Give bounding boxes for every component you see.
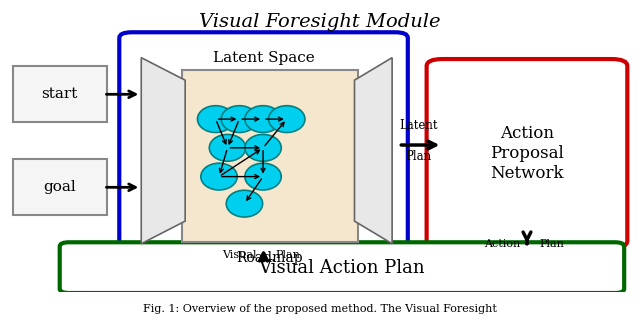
Text: start: start [42,87,78,101]
Text: Roadmap: Roadmap [237,251,303,265]
FancyBboxPatch shape [60,242,624,293]
Text: Visual Foresight Module: Visual Foresight Module [199,13,441,31]
Text: Visual: Visual [223,250,257,260]
Ellipse shape [201,163,237,190]
Text: Plan: Plan [275,250,300,260]
Text: Fig. 1: Overview of the proposed method. The Visual Foresight: Fig. 1: Overview of the proposed method.… [143,304,497,314]
Ellipse shape [221,106,257,133]
FancyBboxPatch shape [13,159,107,215]
Ellipse shape [269,106,305,133]
Ellipse shape [209,134,246,161]
Ellipse shape [198,106,234,133]
Polygon shape [141,58,185,244]
Text: Action
Proposal
Network: Action Proposal Network [490,125,564,181]
Ellipse shape [245,106,281,133]
FancyBboxPatch shape [13,66,107,122]
FancyBboxPatch shape [427,59,627,248]
Ellipse shape [245,163,281,190]
FancyBboxPatch shape [119,32,408,269]
Text: Visual Action Plan: Visual Action Plan [259,259,425,277]
Text: goal: goal [44,180,76,194]
Text: Plan: Plan [540,239,564,249]
Text: Latent: Latent [399,119,438,132]
Text: Latent Space: Latent Space [212,51,314,65]
Text: Action: Action [484,239,520,249]
Polygon shape [355,58,392,244]
Ellipse shape [245,134,281,161]
FancyBboxPatch shape [182,70,358,242]
Ellipse shape [226,190,262,217]
Text: Plan: Plan [406,150,432,163]
